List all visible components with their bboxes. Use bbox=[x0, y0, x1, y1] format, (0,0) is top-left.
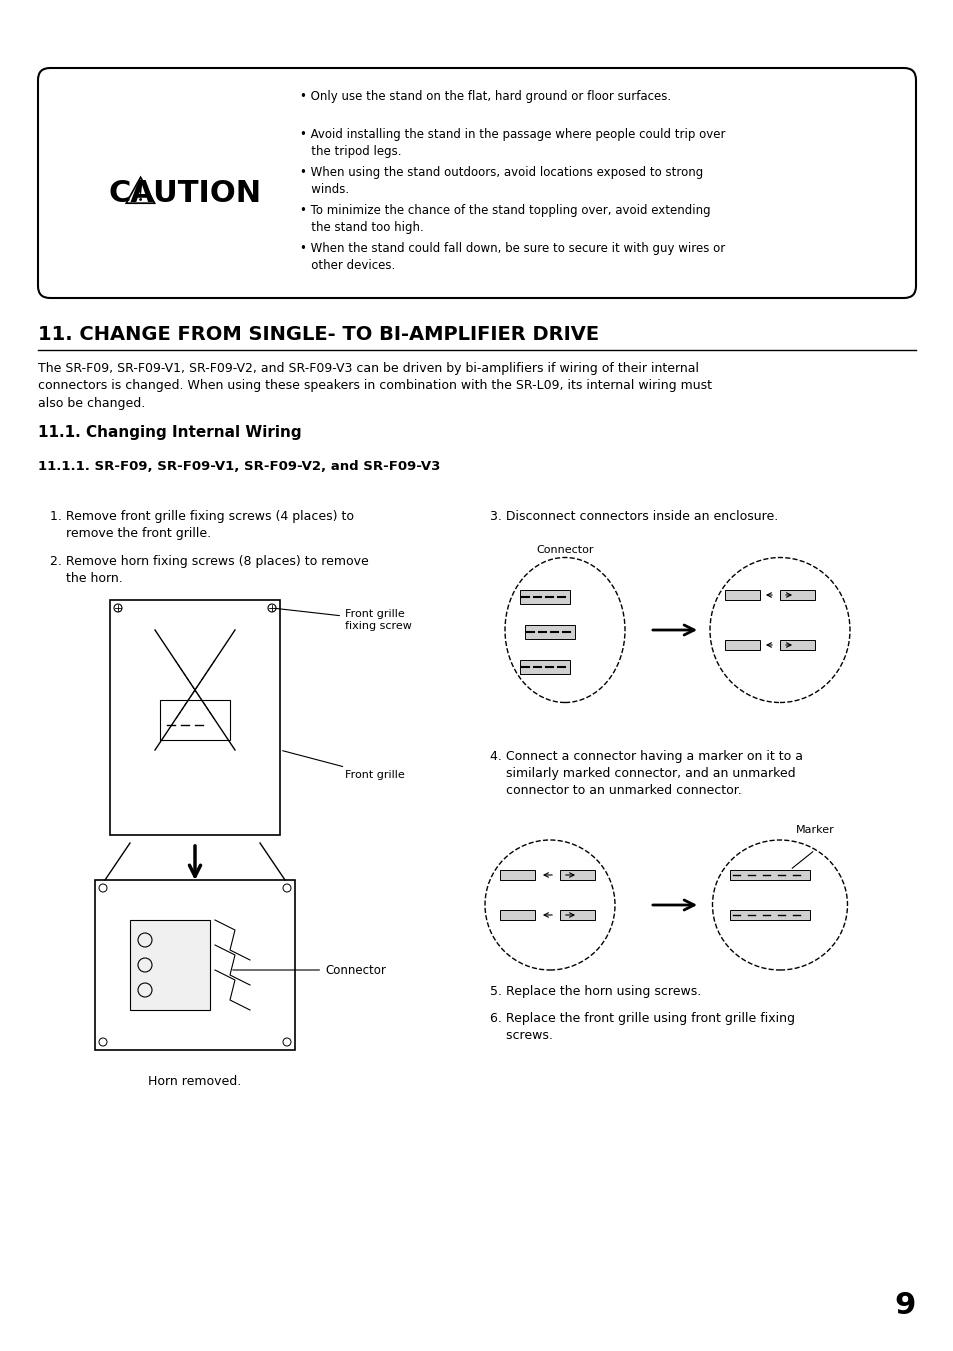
Bar bbox=[724, 640, 760, 650]
Bar bbox=[559, 911, 595, 920]
Ellipse shape bbox=[484, 840, 615, 970]
Text: 11.1.1. SR-F09, SR-F09-V1, SR-F09-V2, and SR-F09-V3: 11.1.1. SR-F09, SR-F09-V1, SR-F09-V2, an… bbox=[38, 459, 440, 473]
Bar bbox=[724, 590, 760, 600]
Text: • Only use the stand on the flat, hard ground or floor surfaces.: • Only use the stand on the flat, hard g… bbox=[299, 91, 670, 103]
Text: • When the stand could fall down, be sure to secure it with guy wires or
   othe: • When the stand could fall down, be sur… bbox=[299, 242, 724, 272]
Text: 3. Disconnect connectors inside an enclosure.: 3. Disconnect connectors inside an enclo… bbox=[490, 509, 778, 523]
Text: 11.1. Changing Internal Wiring: 11.1. Changing Internal Wiring bbox=[38, 426, 301, 440]
Text: Front grille
fixing screw: Front grille fixing screw bbox=[274, 608, 412, 631]
Bar bbox=[729, 911, 809, 920]
Text: • When using the stand outdoors, avoid locations exposed to strong
   winds.: • When using the stand outdoors, avoid l… bbox=[299, 166, 702, 196]
Bar bbox=[524, 626, 575, 639]
Text: The SR-F09, SR-F09-V1, SR-F09-V2, and SR-F09-V3 can be driven by bi-amplifiers i: The SR-F09, SR-F09-V1, SR-F09-V2, and SR… bbox=[38, 362, 711, 409]
Text: 11. CHANGE FROM SINGLE- TO BI-AMPLIFIER DRIVE: 11. CHANGE FROM SINGLE- TO BI-AMPLIFIER … bbox=[38, 326, 598, 345]
Bar bbox=[110, 600, 280, 835]
Text: 4. Connect a connector having a marker on it to a
    similarly marked connector: 4. Connect a connector having a marker o… bbox=[490, 750, 802, 797]
Text: Marker: Marker bbox=[795, 825, 834, 835]
Text: Horn removed.: Horn removed. bbox=[149, 1075, 241, 1088]
Bar bbox=[780, 640, 814, 650]
Text: 6. Replace the front grille using front grille fixing
    screws.: 6. Replace the front grille using front … bbox=[490, 1012, 794, 1042]
Bar bbox=[130, 920, 210, 1011]
Bar bbox=[729, 870, 809, 880]
Text: 2. Remove horn fixing screws (8 places) to remove
    the horn.: 2. Remove horn fixing screws (8 places) … bbox=[50, 555, 369, 585]
Text: • Avoid installing the stand in the passage where people could trip over
   the : • Avoid installing the stand in the pass… bbox=[299, 128, 724, 158]
Text: • To minimize the chance of the stand toppling over, avoid extending
   the stan: • To minimize the chance of the stand to… bbox=[299, 204, 710, 234]
Bar bbox=[95, 880, 294, 1050]
Text: Front grille: Front grille bbox=[282, 751, 404, 780]
Ellipse shape bbox=[504, 558, 624, 703]
Text: Connector: Connector bbox=[233, 963, 385, 977]
Bar bbox=[519, 661, 569, 674]
FancyBboxPatch shape bbox=[38, 68, 915, 299]
Ellipse shape bbox=[712, 840, 846, 970]
Text: 5. Replace the horn using screws.: 5. Replace the horn using screws. bbox=[490, 985, 700, 998]
Bar bbox=[559, 870, 595, 880]
Ellipse shape bbox=[709, 558, 849, 703]
Text: CAUTION: CAUTION bbox=[109, 178, 261, 208]
Bar bbox=[499, 911, 535, 920]
Text: 9: 9 bbox=[894, 1292, 915, 1320]
Text: ⚠: ⚠ bbox=[122, 174, 157, 212]
Bar bbox=[780, 590, 814, 600]
Bar bbox=[499, 870, 535, 880]
Text: Connector: Connector bbox=[536, 544, 593, 555]
Bar bbox=[519, 590, 569, 604]
Bar bbox=[160, 700, 230, 740]
Text: 1. Remove front grille fixing screws (4 places) to
    remove the front grille.: 1. Remove front grille fixing screws (4 … bbox=[50, 509, 354, 540]
